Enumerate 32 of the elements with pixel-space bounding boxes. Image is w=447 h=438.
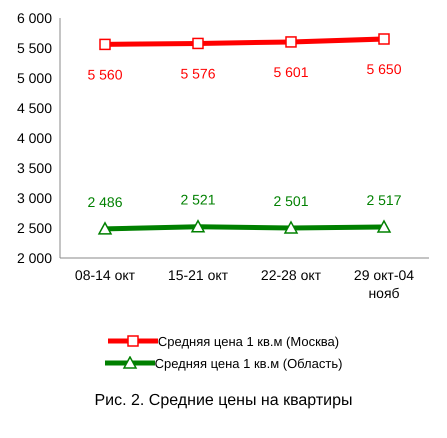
y-tick-label: 5 000 (16, 70, 52, 86)
y-tick-label: 3 000 (16, 190, 52, 206)
y-tick-label: 2 500 (16, 220, 52, 236)
point (285, 36, 297, 48)
x-tick-label: 29 окт-04 нояб (354, 267, 414, 301)
data-label: 5 601 (273, 64, 309, 80)
x-tick-label: 08-14 окт (74, 267, 136, 283)
y-tick-label: 6 000 (16, 10, 52, 26)
data-label: 2 517 (366, 192, 402, 208)
x-tick-label: 15-21 окт (168, 267, 229, 283)
point (192, 38, 204, 50)
data-label: 5 560 (87, 66, 123, 82)
y-tick-label: 4 500 (16, 100, 52, 116)
point (99, 38, 111, 50)
legend-label: Средняя цена 1 кв.м (Москва) (158, 334, 340, 348)
point (378, 33, 390, 45)
data-label: 5 576 (180, 65, 216, 82)
point (377, 220, 391, 233)
y-tick-label: 3 500 (16, 160, 52, 176)
x-tick-label: 22-28 окт (260, 267, 322, 283)
y-tick-label: 4 000 (16, 130, 52, 146)
data-label: 2 521 (180, 192, 216, 208)
data-label: 2 501 (273, 192, 309, 209)
data-label: 5 650 (366, 61, 402, 77)
data-label: 2 486 (87, 194, 123, 210)
text: Рис. 2. Средние цены на квартиры (93, 392, 354, 410)
y-tick-label: 2 000 (16, 250, 52, 266)
point (191, 220, 205, 232)
point (284, 221, 298, 234)
y-tick-label: 5 500 (16, 40, 52, 56)
point (98, 222, 112, 235)
legend-label: Средняя цена 1 кв.м (Область) (154, 356, 342, 370)
